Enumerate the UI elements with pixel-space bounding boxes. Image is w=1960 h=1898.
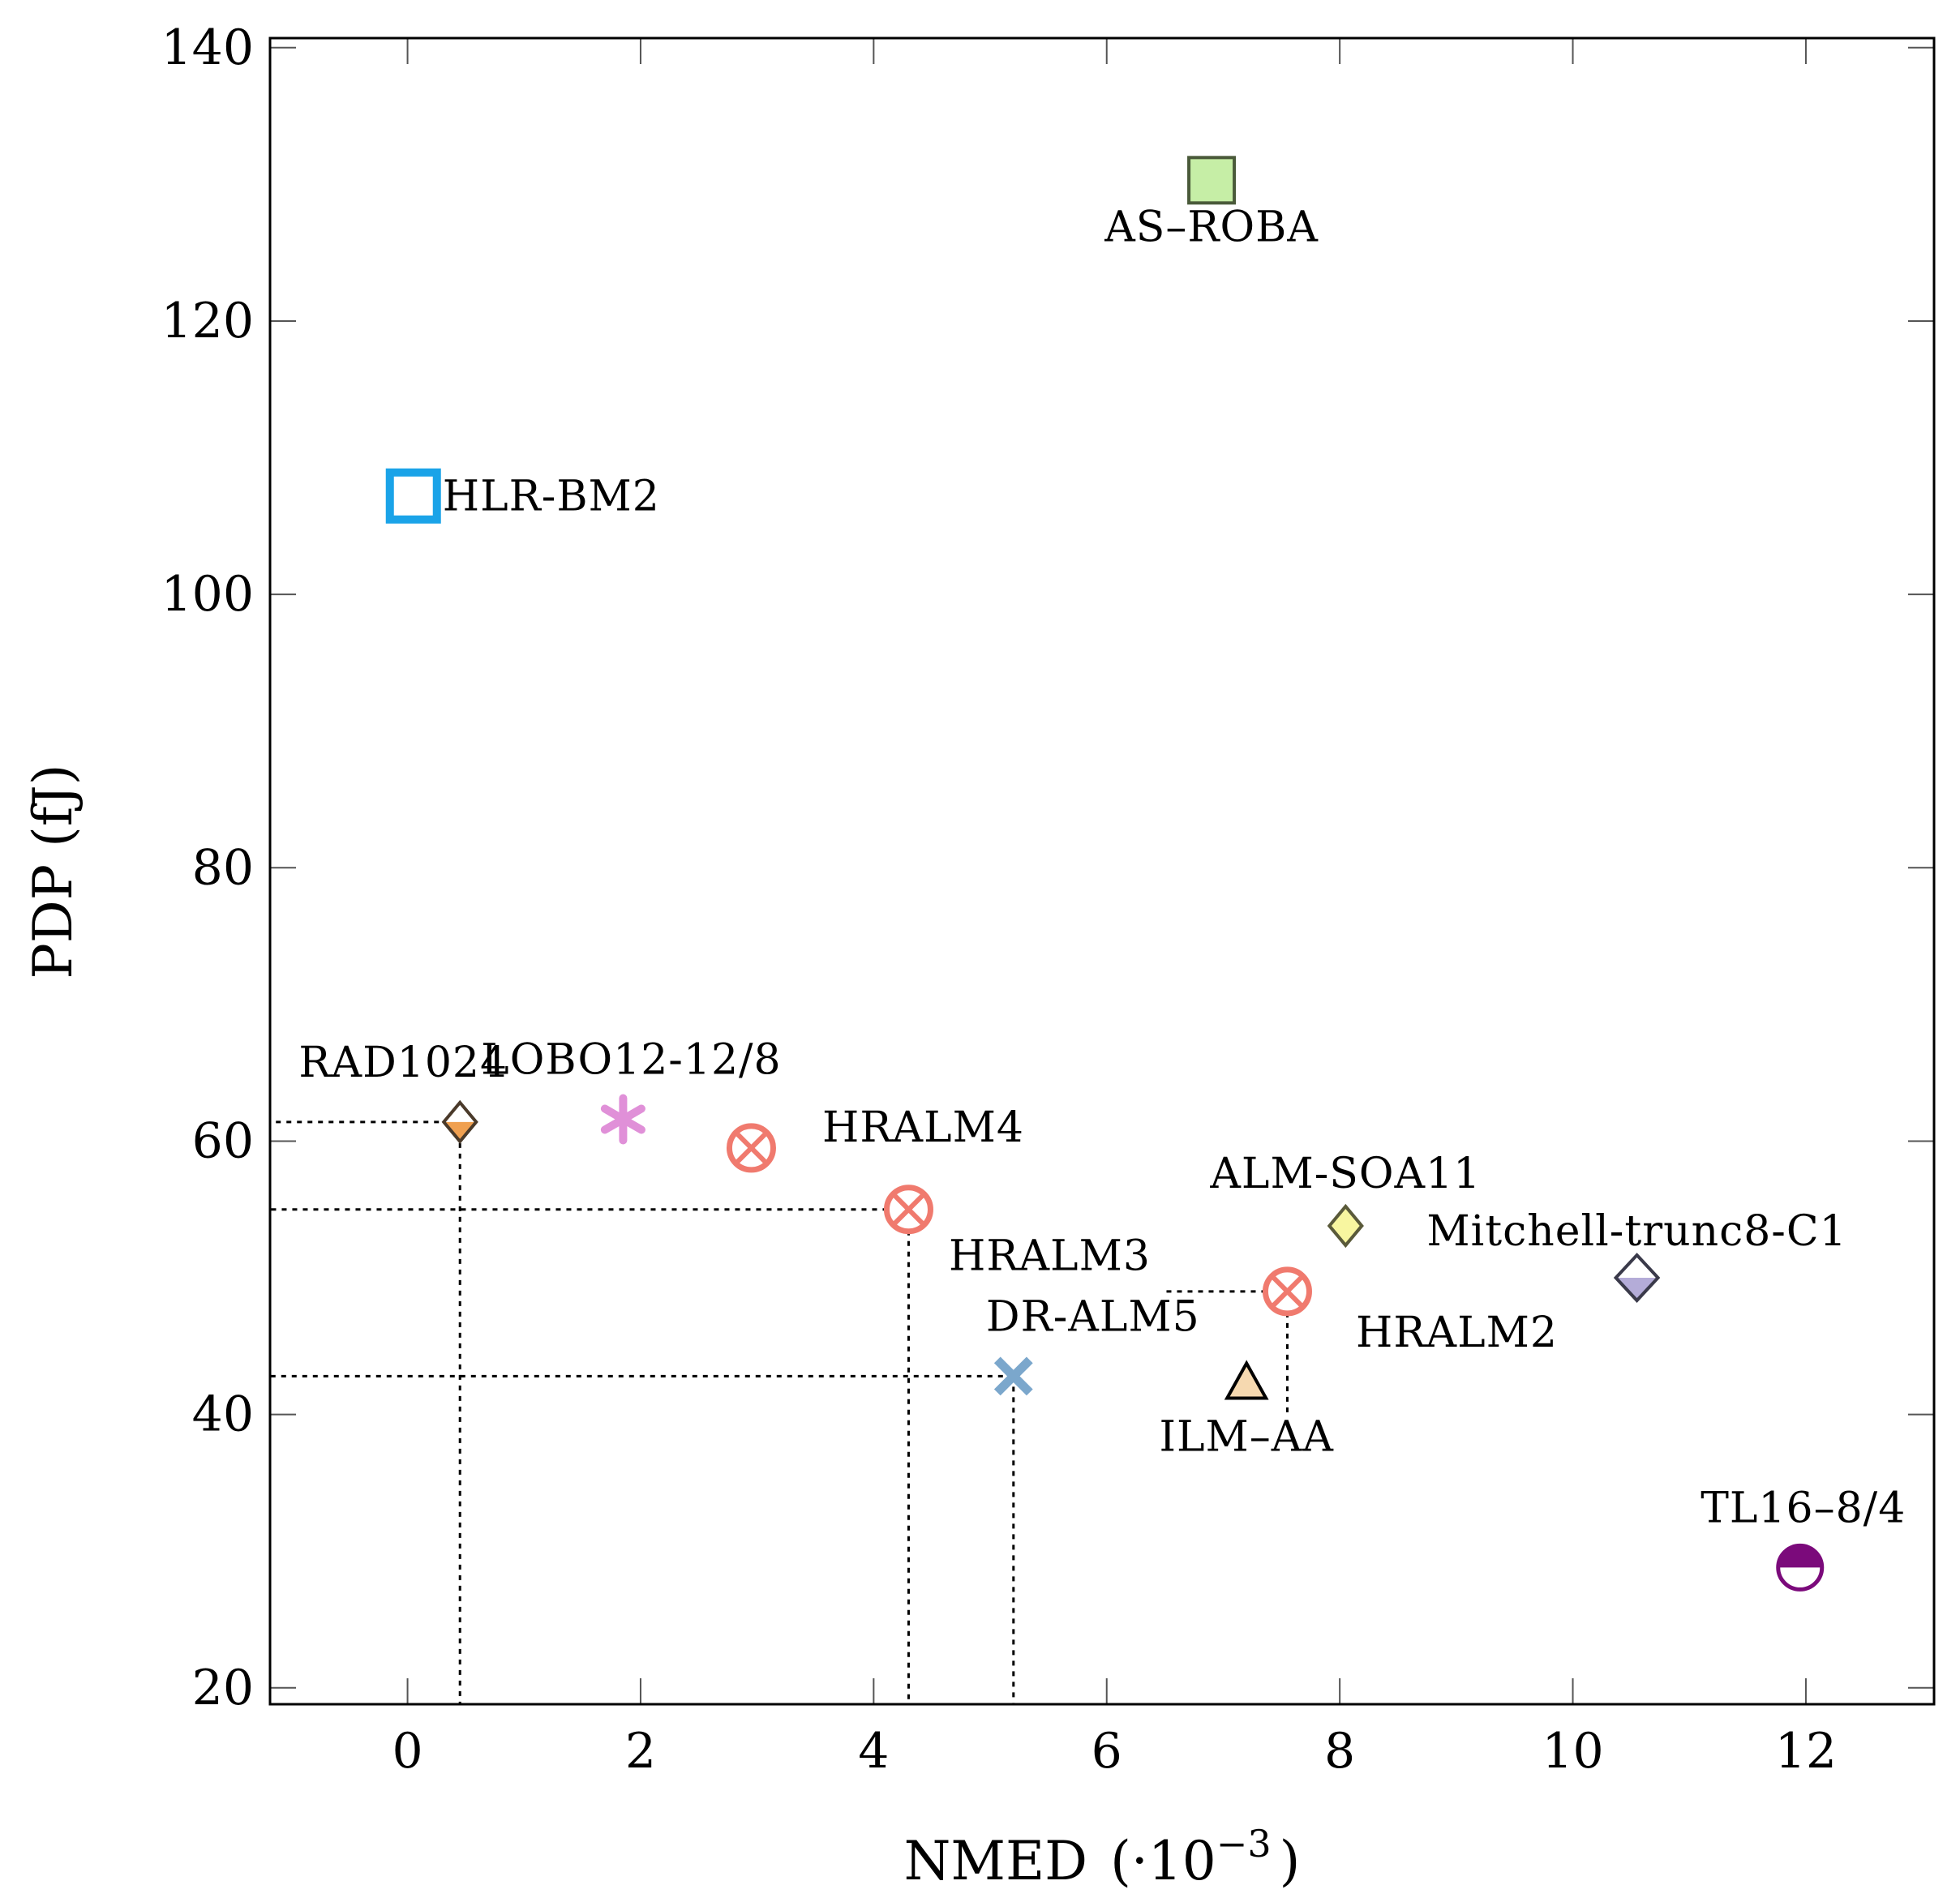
point-hralm3 <box>883 1185 933 1235</box>
y-tick-label: 100 <box>161 566 254 623</box>
guide-lines <box>270 1120 1289 1704</box>
marker-circle-top-half <box>1778 1545 1822 1568</box>
y-tick-label: 40 <box>192 1386 254 1443</box>
y-tick-label: 80 <box>192 839 254 896</box>
x-tick-label: 12 <box>1775 1723 1837 1780</box>
point-label-ilm-aa: ILM–AA <box>1159 1413 1334 1462</box>
point-ilm-aa <box>1224 1360 1269 1400</box>
plot-frame <box>268 36 1936 1706</box>
y-axis-title: PDP (fJ) <box>22 764 84 979</box>
point-label-hralm3: HRALM3 <box>949 1232 1151 1281</box>
marker-diamond <box>1327 1203 1364 1249</box>
x-axis-title-main: NMED <box>904 1830 1087 1892</box>
marker-cross-b <box>1272 1276 1303 1307</box>
axis-ticks <box>270 38 1934 1704</box>
point-label-hralm2: HRALM2 <box>1356 1309 1558 1357</box>
x-axis-title: NMED (·10−3) <box>904 1822 1301 1892</box>
point-rad1024 <box>441 1099 478 1144</box>
point-mitchell <box>1613 1253 1661 1303</box>
point-label-hralm4: HRALM4 <box>822 1103 1024 1152</box>
point-hralm4 <box>726 1123 776 1173</box>
marker-diamond-bottom <box>444 1121 477 1142</box>
x-tick-label: 0 <box>392 1723 422 1780</box>
point-label-tl16: TL16–8/4 <box>1701 1484 1906 1532</box>
x-axis-unit-suffix: ) <box>1280 1830 1301 1892</box>
y-tick-label: 60 <box>192 1112 254 1169</box>
y-tick-label: 140 <box>161 19 254 76</box>
marker-circle-outline <box>1776 1543 1825 1592</box>
marker-diamond-bottom <box>1615 1278 1658 1301</box>
x-tick-label: 4 <box>858 1723 889 1780</box>
marker-cross-b <box>736 1133 767 1163</box>
x-tick-label: 6 <box>1092 1723 1122 1780</box>
y-tick-label: 120 <box>161 293 254 349</box>
point-hlr-bm2 <box>385 468 441 524</box>
point-dr-alm5 <box>993 1356 1033 1396</box>
x-axis-unit-exponent: −3 <box>1216 1822 1272 1866</box>
marker-square <box>1187 156 1237 205</box>
x-tick-label: 8 <box>1324 1723 1355 1780</box>
point-label-as-roba: AS–ROBA <box>1104 203 1319 251</box>
point-label-lobo12: LOBO12-12/8 <box>481 1035 781 1084</box>
y-tick-label: 20 <box>192 1660 254 1716</box>
data-points <box>385 156 1825 1592</box>
point-lobo12 <box>600 1094 645 1145</box>
point-label-hlr-bm2: HLR-BM2 <box>443 473 660 521</box>
point-label-alm-soa11: ALM-SOA11 <box>1209 1150 1481 1198</box>
marker-triangle <box>1224 1360 1269 1400</box>
marker-cross-b <box>893 1193 924 1225</box>
point-alm-soa11 <box>1327 1203 1364 1249</box>
point-label-rad1024: RAD1024 <box>298 1039 508 1087</box>
point-label-mitchell: Mitchell-trunc8-C1 <box>1426 1207 1846 1256</box>
marker-diamond-outline <box>1613 1253 1661 1303</box>
marker-square-open <box>385 468 441 524</box>
point-as-roba <box>1187 156 1237 205</box>
marker-x-b <box>993 1356 1033 1396</box>
marker-asterisk-arm <box>600 1104 645 1134</box>
x-tick-label: 2 <box>625 1723 656 1780</box>
point-hralm2 <box>1262 1266 1312 1317</box>
point-tl16 <box>1776 1543 1825 1592</box>
point-label-dr-alm5: DR-ALM5 <box>986 1292 1200 1341</box>
axis-tick-labels: 0 2 4 6 8 10 12 20 40 60 80 100 120 140 <box>161 19 1837 1780</box>
marker-diamond-outline <box>441 1099 478 1144</box>
x-axis-unit-prefix: (·10 <box>1110 1830 1216 1892</box>
x-tick-label: 10 <box>1542 1723 1603 1780</box>
